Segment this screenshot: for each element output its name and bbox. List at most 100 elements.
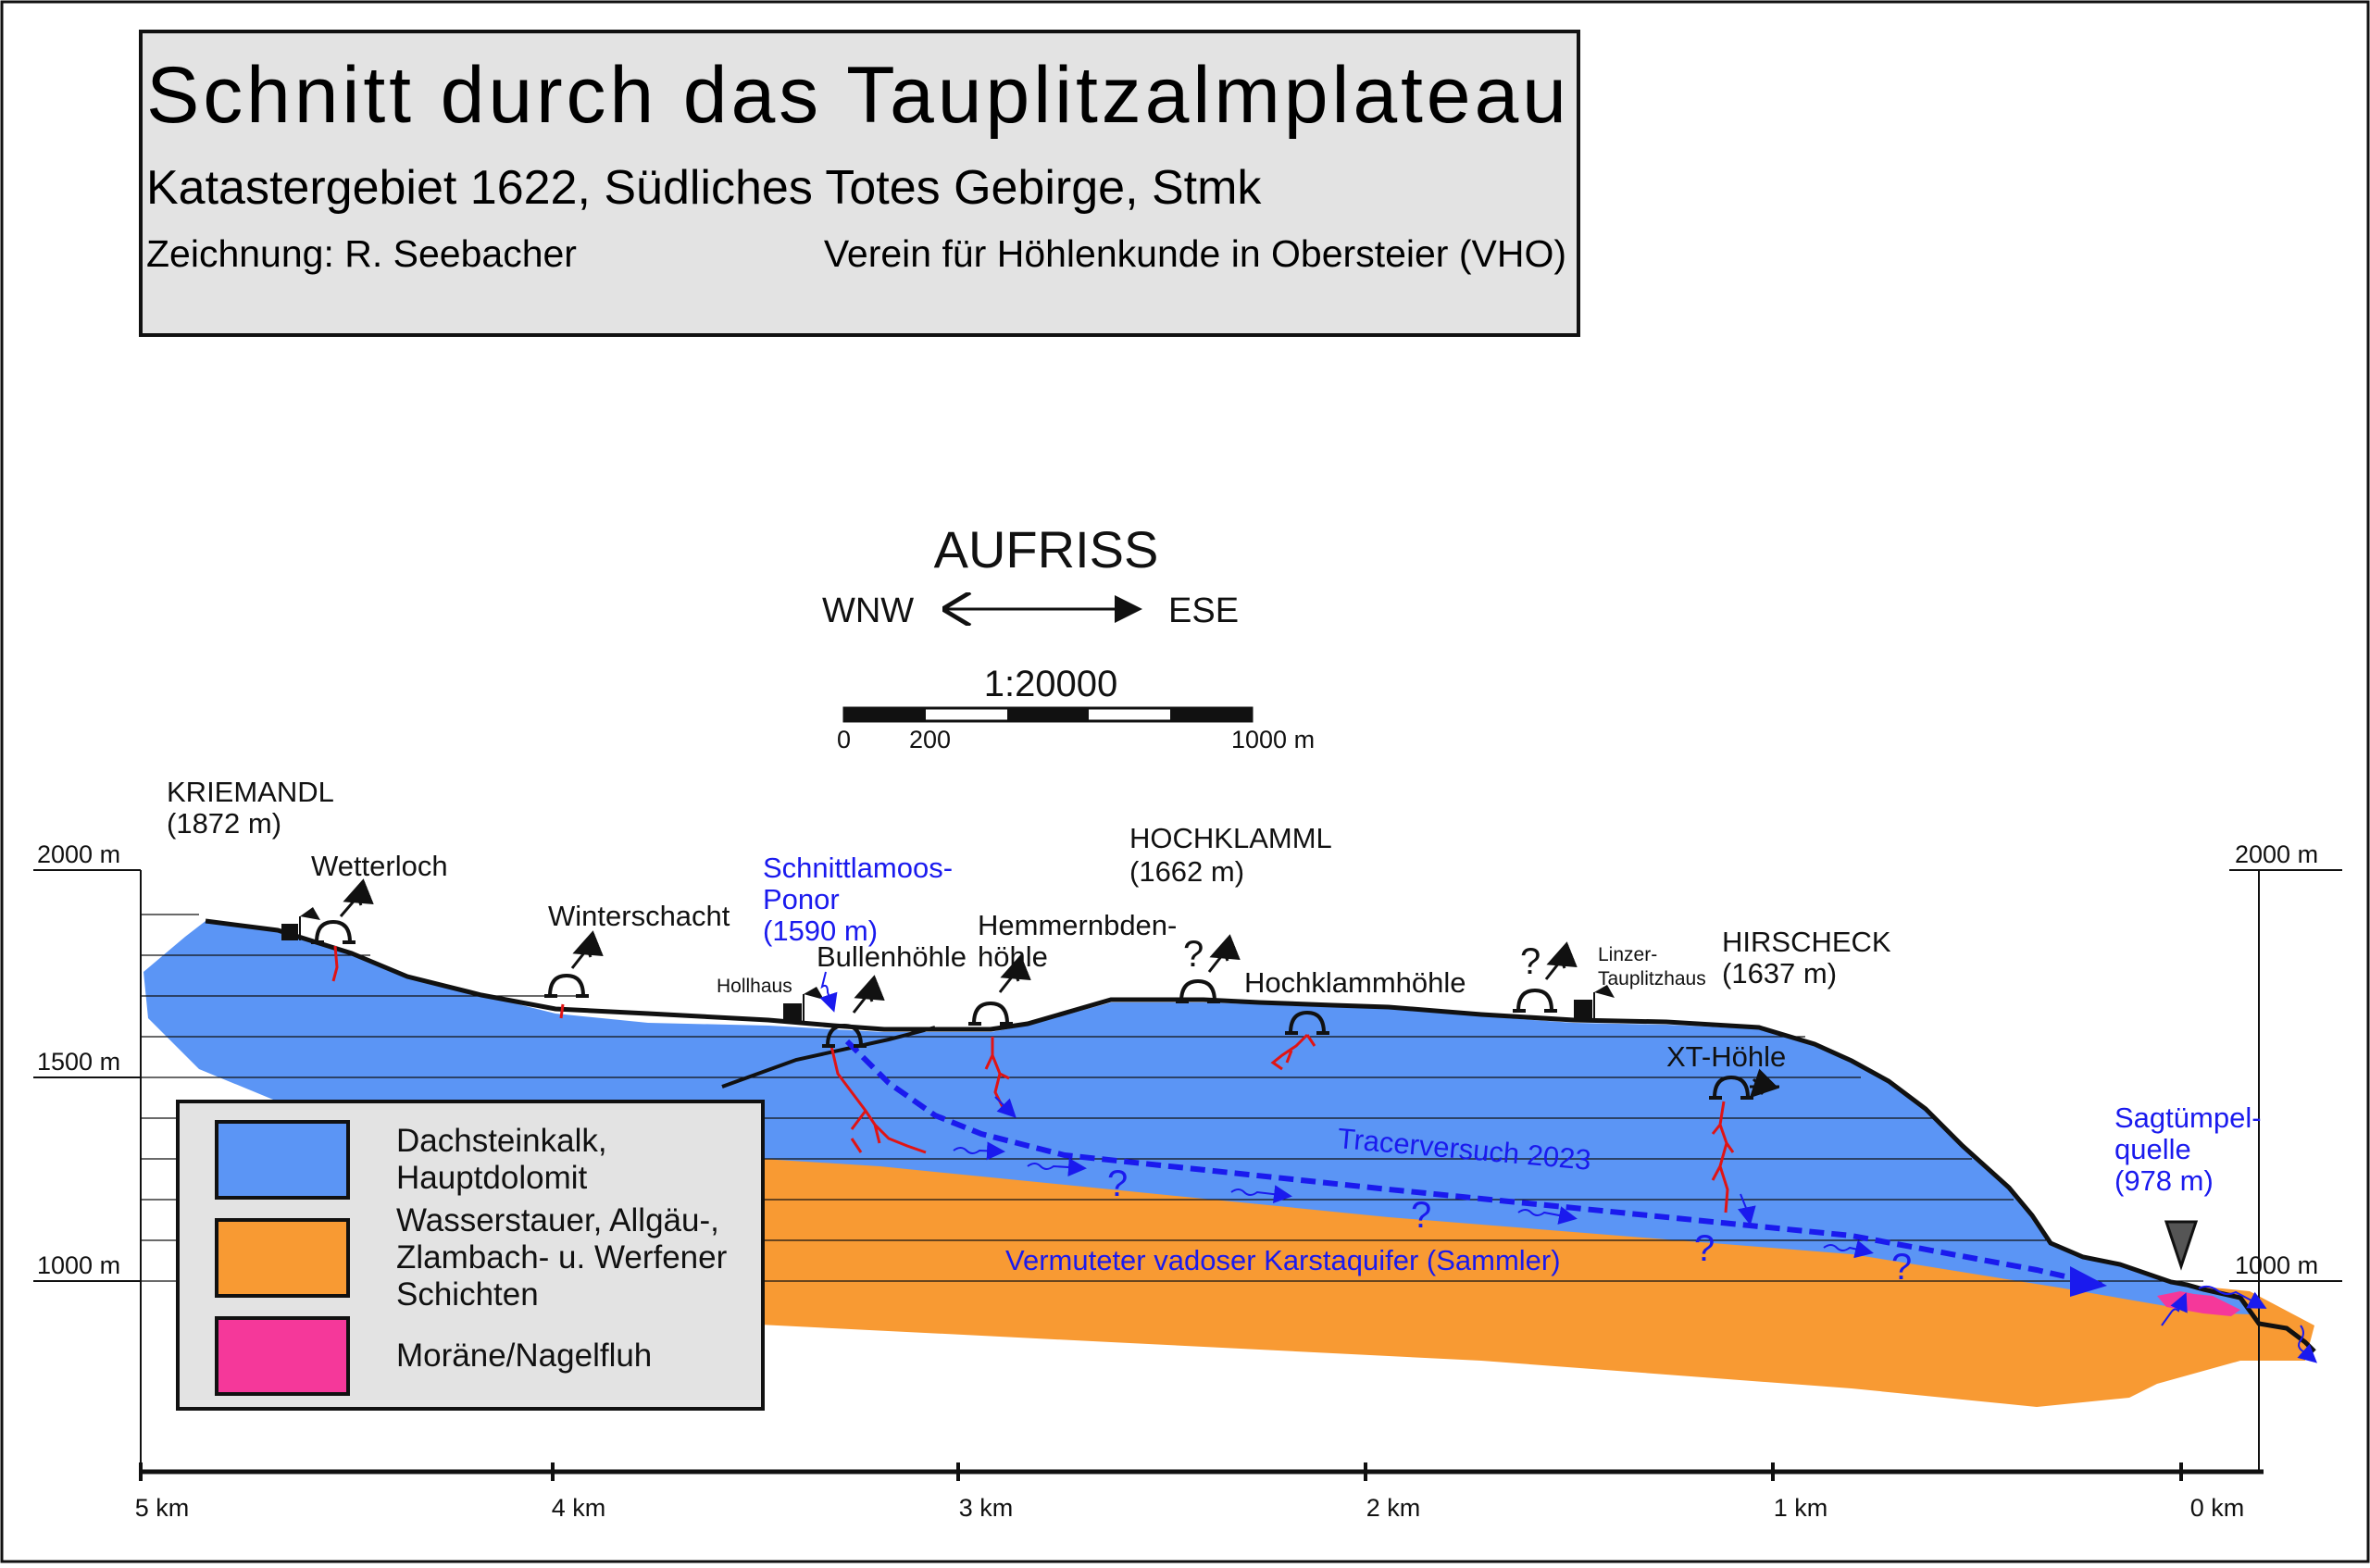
x-label-2km: 2 km [1366, 1494, 1421, 1522]
aquifer-label: Vermuteter vadoser Karstaquifer (Sammler… [1005, 1244, 1561, 1276]
y-label-1000-left: 1000 m [37, 1251, 120, 1279]
cave-label-hochklammhoehle: Hochklammhöhle [1244, 966, 1466, 999]
peak-hochklamml-elev: (1662 m) [1129, 855, 1244, 888]
airflow-arrow-icon [572, 942, 596, 968]
cave-winterschacht [559, 1003, 565, 1019]
airflow-arrow-icon [1209, 946, 1233, 972]
unknown-marker-2: ? [1411, 1195, 1431, 1236]
cave-label-winterschacht: Winterschacht [548, 900, 730, 932]
fault-line [721, 1026, 936, 1089]
x-label-5km: 5 km [135, 1494, 190, 1522]
huts [281, 907, 1615, 1022]
legend: Dachsteinkalk, Hauptdolomit Wasserstauer… [176, 1100, 765, 1411]
airflow-arrow-icon [1000, 966, 1024, 992]
axis-frame [33, 869, 2342, 1481]
peak-kriemandl-elev: (1872 m) [167, 807, 281, 840]
legend-swatch-moraine [215, 1316, 350, 1396]
scale-label: 1:20000 [984, 664, 1118, 704]
y-label-2000-right: 2000 m [2235, 840, 2318, 868]
y-label-2000-left: 2000 m [37, 840, 120, 868]
airflow-arrow-icon [1546, 953, 1570, 979]
hut-flag-icon [281, 907, 320, 940]
aquitard-layer [704, 1148, 2314, 1407]
x-label-0km: 0 km [2190, 1494, 2245, 1522]
entrance-symbol-icon [968, 1001, 1013, 1026]
title-author: Zeichnung: R. Seebacher [146, 232, 577, 275]
hut-label-linzer-2: Tauplitzhaus [1598, 968, 1706, 989]
airflow-arrows [341, 890, 1779, 1094]
airflow-arrow-icon [1750, 1079, 1779, 1094]
ponor-label-2: Ponor [763, 883, 840, 915]
direction-west: WNW [822, 591, 914, 630]
title-panel: Schnitt durch das Tauplitzalmplateau Kat… [139, 30, 1580, 337]
hut-label-hollhaus: Hollhaus [717, 976, 792, 997]
spring-label-2: quelle [2114, 1133, 2191, 1165]
scale-tick-1000: 1000 m [1231, 726, 1315, 753]
spring-label-1: Sagtümpel- [2114, 1101, 2262, 1134]
x-label-4km: 4 km [552, 1494, 606, 1522]
cave-label-hemmernbden-1: Hemmernbden- [978, 909, 1177, 941]
cave-label-bullenhoehle: Bullenhöhle [817, 940, 967, 973]
cave-label-xt-hoehle: XT-Höhle [1666, 1040, 1786, 1073]
legend-moraine-line1: Moräne/Nagelfluh [396, 1338, 652, 1374]
hut-flag-icon [783, 987, 824, 1022]
page-title: Schnitt durch das Tauplitzalmplateau [146, 51, 1566, 140]
x-label-1km: 1 km [1774, 1494, 1828, 1522]
water-flow-arrows [953, 1096, 2317, 1363]
entrance-symbol-icon [1513, 988, 1557, 1013]
legend-limestone-line2: Hauptdolomit [396, 1160, 587, 1196]
unknown-marker-3: ? [1694, 1228, 1715, 1269]
spring-label-3: (978 m) [2114, 1164, 2214, 1197]
entrance-symbol-icon [1285, 1010, 1329, 1035]
airflow-arrow-icon [341, 890, 367, 916]
cave-xt [1711, 1101, 1735, 1213]
cave-label-hemmernbden-2: höhle [978, 940, 1048, 973]
legend-aquitard-line2: Zlambach- u. Werfener [396, 1239, 728, 1276]
ponor-label-1: Schnittlamoos- [763, 852, 953, 884]
unknown-marker-4: ? [1891, 1247, 1912, 1288]
ponor-pointer [819, 971, 838, 1013]
cave-wetterloch [331, 945, 339, 982]
entrance-symbol-icon [822, 1023, 867, 1048]
terrain-profile [205, 918, 2316, 1353]
cave-bullenhoehle [830, 1045, 927, 1154]
unknown-marker-1: ? [1107, 1164, 1128, 1204]
cave-hochklamm [1270, 1033, 1316, 1071]
title-box [139, 30, 1580, 337]
spring-marker-icon [2164, 1220, 2199, 1271]
legend-swatch-limestone [215, 1120, 350, 1200]
aufriss-label: AUFRISS [934, 520, 1159, 579]
entrance-symbol-icon [311, 919, 356, 944]
orientation-block: AUFRISS WNW ESE 1:20000 0 200 1000 m [822, 520, 1315, 753]
direction-east: ESE [1168, 591, 1239, 630]
legend-limestone-line1: Dachsteinkalk, [396, 1123, 607, 1159]
peak-kriemandl-name: KRIEMANDL [167, 776, 334, 808]
cave-passages [331, 945, 1735, 1213]
title-area: Katastergebiet 1622, Südliches Totes Geb… [146, 161, 1262, 215]
title-org: Verein für Höhlenkunde in Obersteier (VH… [824, 232, 1566, 275]
ponor-label-3: (1590 m) [763, 915, 878, 947]
x-label-3km: 3 km [959, 1494, 1014, 1522]
y-label-1500-left: 1500 m [37, 1048, 120, 1076]
cave-label-wetterloch: Wetterloch [311, 850, 448, 882]
scale-tick-200: 200 [909, 726, 951, 753]
scale-tick-0: 0 [837, 726, 851, 753]
hut-flag-icon [1574, 985, 1615, 1018]
peak-hochklamml-name: HOCHKLAMML [1129, 822, 1332, 854]
entrance-symbol-icon [544, 973, 589, 998]
peak-hirscheck-name: HIRSCHECK [1722, 926, 1891, 958]
legend-aquitard-line1: Wasserstauer, Allgäu-, [396, 1202, 719, 1238]
tracer-path [844, 1039, 2102, 1288]
tracer-arrowhead [2070, 1266, 2107, 1297]
y-label-1000-right: 1000 m [2235, 1251, 2318, 1279]
scale-bar [842, 706, 1254, 723]
airflow-arrow-icon [854, 987, 878, 1013]
hut-label-linzer-1: Linzer- [1598, 944, 1657, 965]
unknown-marker-hemmern: ? [1183, 934, 1204, 975]
peak-hirscheck-elev: (1637 m) [1722, 957, 1837, 989]
unknown-marker-linzer: ? [1520, 941, 1540, 982]
legend-aquitard-line3: Schichten [396, 1276, 539, 1313]
